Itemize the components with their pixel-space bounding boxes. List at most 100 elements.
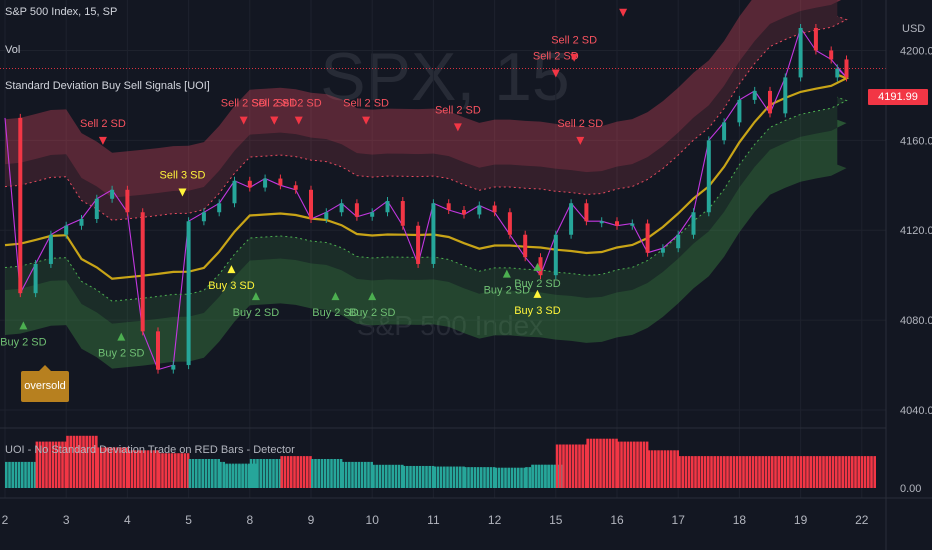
detector-bar <box>320 459 324 488</box>
detector-bar <box>723 456 726 488</box>
candle-body <box>523 234 528 258</box>
detector-bar <box>617 441 620 488</box>
last-price-tag: 4191.99 <box>868 89 928 105</box>
detector-bar <box>517 467 520 488</box>
sell-arrow-icon <box>270 116 279 125</box>
indicator-legend[interactable]: Standard Deviation Buy Sell Signals [UOI… <box>5 80 210 92</box>
detector-bar <box>562 444 565 488</box>
detector-bar <box>211 459 214 488</box>
detector-bar <box>375 464 378 488</box>
detector-bar <box>492 467 496 488</box>
detector-bar <box>841 456 844 488</box>
detector-bar <box>831 456 835 488</box>
detector-bar <box>174 453 177 488</box>
volume-legend[interactable]: Vol <box>5 44 21 56</box>
candle-body <box>630 223 635 226</box>
x-tick-label: 12 <box>488 513 502 527</box>
candle-body <box>431 203 436 264</box>
detector-bar <box>589 438 593 488</box>
detector-bar <box>21 461 24 488</box>
detector-bar <box>571 444 575 488</box>
buy-arrow-icon <box>117 332 126 341</box>
x-tick-label: 16 <box>610 513 624 527</box>
detector-bar <box>82 435 85 488</box>
detector-bar <box>425 465 428 488</box>
detector-bar <box>299 456 303 488</box>
candle-body <box>835 68 840 78</box>
sell-arrow-icon <box>294 116 303 125</box>
candle-body <box>125 189 130 213</box>
detector-bar <box>158 453 161 488</box>
detector-bar <box>381 464 385 488</box>
detector-bar <box>33 461 37 488</box>
detector-bar <box>534 464 538 488</box>
detector-bar <box>483 467 486 488</box>
detector-bar <box>238 463 241 488</box>
candle-body <box>354 203 359 217</box>
detector-bar <box>537 464 541 488</box>
detector-bar <box>66 435 69 488</box>
detector-bar <box>164 453 167 488</box>
detector-bar <box>719 456 723 488</box>
detector-bar <box>799 456 803 488</box>
detector-bar <box>873 456 876 488</box>
buy-arrow-icon <box>502 269 511 278</box>
time-axis[interactable]: 2 3 4 5 8 9 10 11 12 15 16 17 18 19 22 <box>0 497 932 527</box>
candle-body <box>94 198 99 219</box>
detector-bar <box>143 450 146 488</box>
detector-bar <box>666 450 670 488</box>
symbol-legend[interactable]: S&P 500 Index, 15, SP <box>5 6 118 18</box>
detector-bar <box>847 456 851 488</box>
detector-bar <box>293 456 296 488</box>
price-axis-bg <box>886 0 932 550</box>
detector-bar <box>188 459 192 488</box>
buy-signal-label: Buy 2 SD <box>312 307 359 319</box>
detector-bar <box>217 459 220 488</box>
detector-bar <box>348 461 351 488</box>
detector-bar <box>790 456 793 488</box>
candle-body <box>553 234 558 276</box>
detector-bar <box>302 456 306 488</box>
watermark-symbol: SPX, 15 <box>320 39 570 115</box>
buy-arrow-icon <box>533 262 542 271</box>
detector-bar <box>815 456 819 488</box>
x-tick-label: 9 <box>308 513 315 527</box>
detector-bar <box>116 447 119 488</box>
detector-bar <box>103 447 106 488</box>
detector-bar <box>58 441 61 488</box>
detector-bar <box>670 450 673 488</box>
detector-bar <box>553 464 557 488</box>
detector-bar <box>341 461 345 488</box>
detector-bar <box>14 461 18 488</box>
detector-bar <box>38 441 42 488</box>
detector-bar <box>167 453 171 488</box>
sell-signal-label: Sell 2 SD <box>80 118 126 130</box>
oversold-badge: oversold <box>21 365 69 402</box>
detector-bar <box>27 461 30 488</box>
detector-bar <box>623 441 626 488</box>
detector-bar <box>234 463 238 488</box>
detector-bar <box>608 438 612 488</box>
detector-bar <box>476 467 480 488</box>
candle-body <box>706 140 711 213</box>
detector-bar <box>633 441 636 488</box>
detector-bar <box>523 467 526 488</box>
detector-bar <box>694 456 697 488</box>
detector-bar <box>796 456 800 488</box>
detector-bar <box>253 459 256 488</box>
detector-bar <box>586 438 589 488</box>
detector-bar <box>428 465 431 488</box>
detector-bar <box>713 456 716 488</box>
candle-body <box>691 212 696 235</box>
detector-bar <box>269 459 272 488</box>
sell-arrow-icon <box>98 136 107 145</box>
detector-bar <box>219 461 222 488</box>
candle-body <box>446 203 451 211</box>
candle-body <box>64 225 69 235</box>
watermark: SPX, 15 S&P 500 Index <box>320 39 570 341</box>
price-axis[interactable]: 4040.00 4080.00 4120.00 4160.00 4200.00 USD 0.… <box>885 0 932 550</box>
detector-bar <box>684 456 688 488</box>
detector-bar <box>204 459 208 488</box>
sub-indicator-legend[interactable]: UOI - No Standard Deviation Trade on RED… <box>5 444 295 456</box>
detector-bar <box>697 456 700 488</box>
